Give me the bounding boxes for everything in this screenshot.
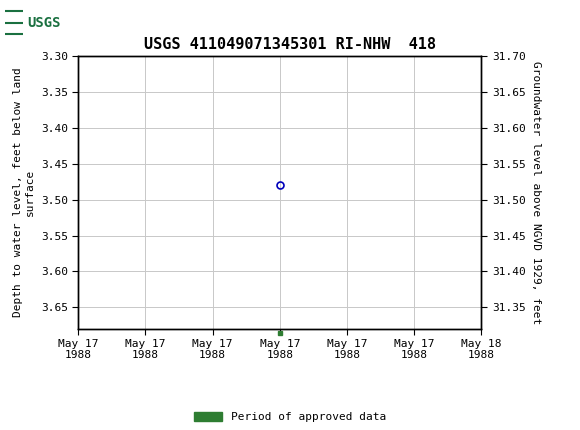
Y-axis label: Depth to water level, feet below land
surface: Depth to water level, feet below land su… <box>13 68 35 317</box>
Legend: Period of approved data: Period of approved data <box>194 412 386 422</box>
Bar <box>5 3 80 42</box>
Text: USGS 411049071345301 RI-NHW  418: USGS 411049071345301 RI-NHW 418 <box>144 37 436 52</box>
Text: USGS: USGS <box>27 15 60 30</box>
Y-axis label: Groundwater level above NGVD 1929, feet: Groundwater level above NGVD 1929, feet <box>531 61 541 324</box>
